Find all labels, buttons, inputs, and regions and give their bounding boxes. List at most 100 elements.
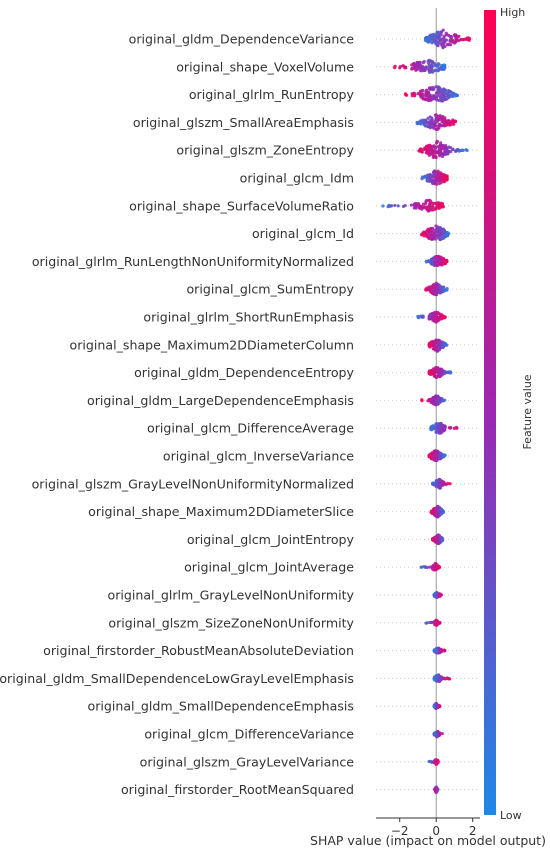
shap-dot bbox=[431, 87, 435, 92]
shap-dot bbox=[425, 286, 429, 290]
shap-dot bbox=[444, 151, 449, 155]
shap-dot bbox=[432, 343, 436, 347]
shap-dot bbox=[459, 38, 463, 42]
x-ticks: −2 0 2 bbox=[391, 818, 477, 838]
shap-dot bbox=[437, 62, 441, 66]
shap-dot bbox=[421, 314, 425, 318]
shap-dot bbox=[393, 203, 397, 208]
shap-dot bbox=[431, 372, 436, 376]
shap-dot bbox=[438, 427, 442, 431]
shap-dot bbox=[416, 314, 420, 318]
shap-dot bbox=[439, 147, 443, 152]
shap-dot bbox=[435, 98, 439, 102]
shap-dot bbox=[440, 176, 444, 181]
shap-dot bbox=[442, 179, 446, 183]
shap-dot bbox=[401, 204, 406, 208]
shap-dot bbox=[441, 510, 445, 514]
shap-dot bbox=[463, 37, 467, 41]
shap-dot bbox=[424, 148, 428, 152]
shap-dot bbox=[431, 367, 436, 371]
feature-label: original_glcm_DifferenceVariance bbox=[144, 727, 354, 742]
feature-label: original_shape_Maximum2DDiameterColumn bbox=[70, 337, 354, 352]
shap-dot bbox=[404, 92, 408, 97]
feature-label: original_glcm_SumEntropy bbox=[186, 282, 354, 297]
shap-dot bbox=[416, 121, 420, 125]
shap-dot bbox=[464, 148, 468, 152]
shap-dot bbox=[430, 262, 434, 266]
shap-dot bbox=[435, 115, 439, 119]
x-tick-label: 0 bbox=[432, 824, 440, 838]
shap-dot bbox=[435, 150, 439, 155]
shap-dot bbox=[430, 236, 435, 240]
shap-dot bbox=[427, 123, 431, 127]
shap-dot bbox=[425, 178, 429, 182]
shap-dot bbox=[424, 38, 428, 43]
shap-dot bbox=[457, 148, 461, 152]
shap-dot bbox=[425, 205, 429, 209]
shap-dot bbox=[434, 63, 438, 68]
shap-dot bbox=[434, 762, 439, 766]
feature-label: original_glszm_GrayLevelNonUniformityNor… bbox=[32, 476, 354, 491]
shap-dot bbox=[393, 64, 397, 68]
shap-dot bbox=[410, 92, 414, 96]
shap-dot bbox=[398, 64, 402, 69]
shap-dot bbox=[439, 227, 443, 231]
shap-dot bbox=[423, 565, 427, 569]
shap-dot bbox=[418, 147, 422, 151]
shap-dot bbox=[423, 174, 427, 178]
shap-dot bbox=[430, 399, 434, 403]
shap-dot bbox=[386, 204, 390, 209]
shap-dot bbox=[437, 485, 441, 489]
shap-dot bbox=[436, 505, 440, 509]
shap-dot bbox=[435, 458, 439, 462]
shap-dot bbox=[433, 788, 438, 792]
shap-dot bbox=[439, 141, 443, 145]
shap-dot bbox=[420, 150, 424, 154]
shap-dot bbox=[438, 373, 443, 377]
feature-label: original_gldm_DependenceVariance bbox=[129, 32, 355, 47]
feature-label: original_gldm_DependenceEntropy bbox=[134, 365, 354, 380]
shap-dot bbox=[421, 147, 426, 152]
shap-dot bbox=[418, 89, 422, 94]
shap-dot bbox=[433, 230, 437, 235]
shap-dot bbox=[435, 94, 439, 98]
shap-dot bbox=[429, 63, 433, 67]
shap-dot bbox=[428, 565, 432, 569]
shap-dot bbox=[434, 706, 438, 710]
shap-dot bbox=[416, 202, 421, 206]
shap-dot bbox=[442, 98, 446, 102]
shap-dot bbox=[445, 43, 450, 47]
shap-dot bbox=[444, 38, 449, 42]
shap-dot bbox=[445, 97, 449, 101]
shap-dot bbox=[444, 482, 448, 486]
shap-dot bbox=[437, 177, 441, 181]
shap-dot bbox=[442, 315, 447, 319]
shap-dot bbox=[438, 422, 442, 426]
shap-dot bbox=[442, 118, 446, 122]
shap-dot bbox=[435, 257, 439, 261]
shap-dot bbox=[415, 66, 420, 70]
feature-rows: original_gldm_DependenceVariance original… bbox=[0, 32, 480, 797]
shap-dot bbox=[438, 257, 442, 262]
shap-dot bbox=[433, 594, 438, 598]
shap-dot bbox=[453, 34, 457, 38]
shap-dot bbox=[440, 731, 444, 736]
shap-dot bbox=[429, 69, 433, 73]
shap-dot bbox=[439, 649, 444, 653]
shap-dot bbox=[435, 368, 439, 372]
shap-dot bbox=[427, 95, 432, 99]
shap-dot bbox=[429, 341, 433, 345]
feature-label: original_gldm_SmallDependenceLowGrayLeve… bbox=[0, 671, 354, 686]
shap-dot bbox=[438, 291, 442, 295]
shap-dot bbox=[441, 399, 445, 403]
shap-dot bbox=[437, 510, 441, 514]
shap-dot bbox=[423, 230, 427, 235]
shap-dot bbox=[440, 202, 444, 206]
shap-dot bbox=[431, 401, 435, 405]
shap-dot bbox=[424, 201, 428, 206]
feature-label: original_glcm_JointEntropy bbox=[187, 532, 355, 547]
shap-dot bbox=[427, 259, 431, 263]
shap-dot bbox=[431, 507, 436, 511]
shap-dot bbox=[428, 201, 432, 206]
